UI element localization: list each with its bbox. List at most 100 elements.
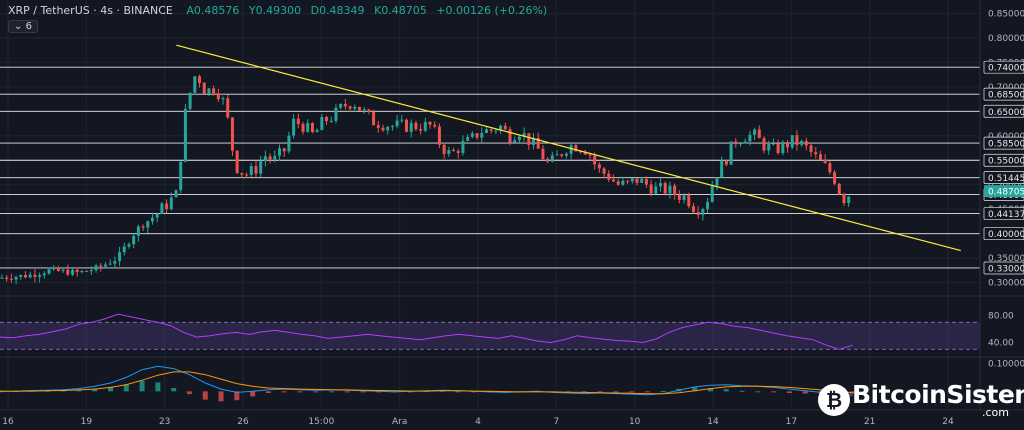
- candle-body: [409, 122, 413, 132]
- macd-axis-tick: 0.10000: [988, 360, 1024, 370]
- candle-body: [183, 108, 187, 162]
- macd-histogram-bar: [108, 386, 114, 392]
- macd-histogram-bar: [234, 391, 240, 401]
- level-price-label: 0.68500: [988, 91, 1024, 101]
- candle-body: [724, 160, 728, 165]
- level-price-tag: [983, 261, 1024, 275]
- candle-body: [113, 261, 117, 264]
- candle-body: [400, 119, 404, 121]
- candle-body: [470, 133, 474, 137]
- time-axis-tick: 21: [864, 417, 875, 427]
- macd-histogram-bar: [408, 391, 414, 393]
- candle-body: [329, 120, 333, 122]
- candle-body: [38, 275, 42, 277]
- candle-body: [532, 138, 536, 145]
- price-axis-tick: 0.35000: [988, 254, 1024, 264]
- macd-histogram-bar: [723, 389, 729, 392]
- candle-body: [461, 140, 465, 153]
- candle-body: [339, 104, 343, 108]
- candle-body: [136, 226, 140, 236]
- price-axis-tick: 0.30000: [988, 279, 1024, 289]
- candle-body: [372, 111, 376, 126]
- macd-histogram-bar: [329, 391, 335, 393]
- macd-histogram-bar: [155, 382, 161, 392]
- time-axis-tick: Ara: [392, 417, 407, 427]
- macd-histogram-bar: [265, 391, 271, 393]
- macd-histogram-bar: [597, 391, 603, 393]
- bitcoin-logo-icon: ₿: [818, 384, 850, 416]
- candle-body: [282, 148, 286, 152]
- candle-body: [301, 124, 305, 132]
- level-price-label: 0.55000: [988, 157, 1024, 167]
- candle-body: [94, 265, 98, 271]
- time-axis-tick: 14: [707, 417, 719, 427]
- low-value: D0.48349: [310, 4, 365, 17]
- macd-histogram-bar: [629, 391, 635, 393]
- candle-body: [517, 136, 521, 141]
- candle-body: [630, 178, 634, 182]
- candle-body: [268, 156, 272, 160]
- candle-body: [823, 159, 827, 164]
- candle-body: [150, 217, 154, 222]
- time-axis-tick: 7: [553, 417, 559, 427]
- current-price-label: 0.48705: [988, 188, 1024, 198]
- current-price-tag: [984, 185, 1024, 198]
- chart-header: XRP / TetherUS · 4s · BINANCE A0.48576 Y…: [8, 4, 553, 17]
- watermark-tld: .com: [982, 406, 1009, 419]
- candle-body: [207, 88, 211, 94]
- candle-body: [550, 155, 554, 162]
- candle-body: [762, 138, 766, 151]
- macd-histogram-bar: [471, 391, 477, 393]
- candle-body: [254, 166, 258, 174]
- candle-body: [179, 161, 183, 191]
- candle-body: [804, 140, 808, 146]
- candle-body: [503, 125, 507, 130]
- candle-body: [259, 161, 263, 174]
- signal-line: [0, 371, 853, 395]
- candle-body: [640, 179, 644, 183]
- candle-body: [193, 76, 197, 93]
- candle-body: [602, 168, 606, 174]
- macd-histogram-bar: [771, 391, 777, 393]
- macd-histogram-bar: [92, 388, 98, 392]
- candle-body: [386, 127, 390, 131]
- symbol-label[interactable]: XRP / TetherUS · 4s · BINANCE: [8, 4, 173, 17]
- candle-body: [221, 98, 225, 100]
- candle-body: [56, 267, 60, 271]
- candle-body: [362, 109, 366, 111]
- macd-histogram-bar: [613, 391, 619, 393]
- candle-body: [833, 172, 837, 184]
- candle-body: [9, 278, 13, 280]
- candle-body: [494, 130, 498, 132]
- macd-histogram-bar: [786, 391, 792, 393]
- close-value: K0.48705: [374, 4, 427, 17]
- candle-body: [790, 135, 794, 148]
- rsi-axis-tick: 80.00: [988, 312, 1014, 322]
- candle-body: [334, 107, 338, 121]
- time-axis-tick: 15:00: [308, 417, 334, 427]
- level-price-tag: [983, 171, 1024, 184]
- candle-body: [405, 119, 409, 132]
- candle-body: [564, 153, 568, 156]
- candle-body: [847, 196, 851, 204]
- candle-body: [574, 145, 578, 152]
- macd-histogram-bar: [202, 391, 208, 400]
- price-axis-tick: 0.85000: [988, 9, 1024, 19]
- candle-body: [649, 184, 653, 194]
- indicator-count-badge[interactable]: ⌄ 6: [8, 20, 38, 33]
- candle-body: [748, 134, 752, 142]
- candle-body: [292, 118, 296, 136]
- candle-body: [536, 138, 540, 149]
- candle-body: [61, 269, 65, 271]
- candle-body: [734, 141, 738, 145]
- candle-body: [800, 140, 804, 145]
- candle-body: [781, 141, 785, 154]
- candle-body: [390, 126, 394, 128]
- candle-body: [527, 133, 531, 145]
- macd-histogram-bar: [708, 388, 713, 392]
- candle-body: [489, 129, 493, 131]
- candle-body: [353, 106, 357, 109]
- level-price-tag: [983, 153, 1024, 167]
- candle-body: [814, 152, 818, 155]
